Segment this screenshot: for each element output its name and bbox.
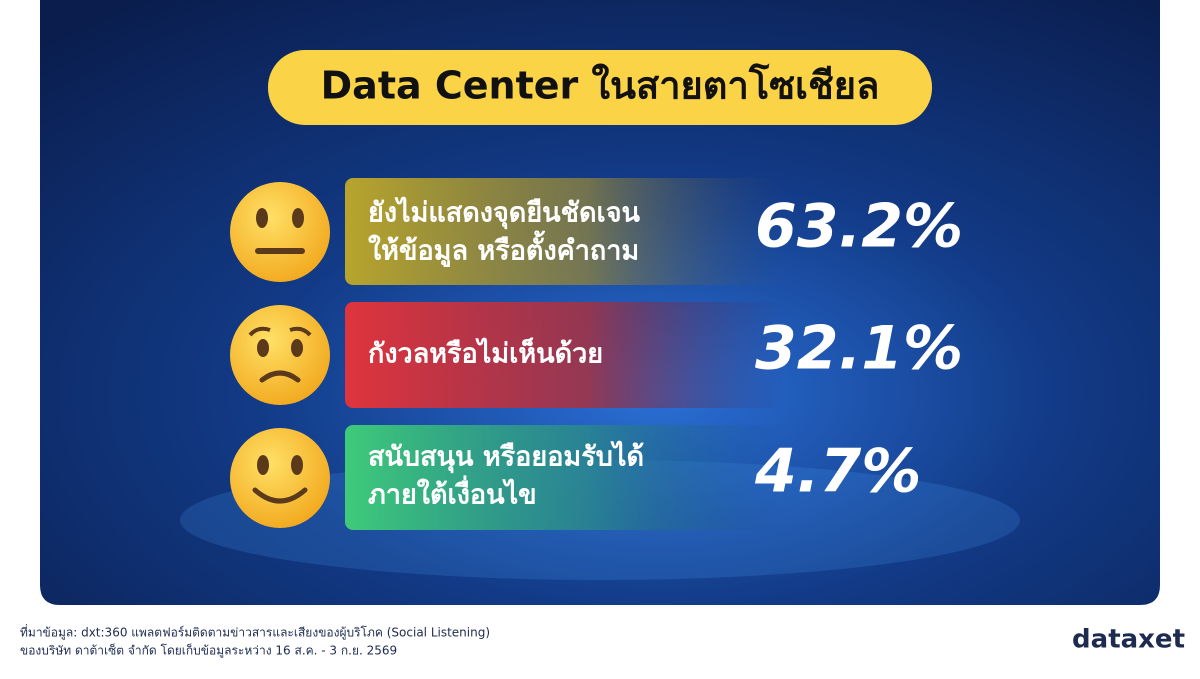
emoji-worried xyxy=(230,305,330,405)
logo: dataxet xyxy=(1072,625,1185,655)
emoji-neutral xyxy=(230,182,330,282)
item-value: 63.2% xyxy=(755,192,963,262)
item-bar xyxy=(345,302,785,408)
source-note: ที่มาข้อมูล: dxt:360 แพลตฟอร์มติดตามข่าว… xyxy=(20,624,490,641)
item-label: ภายใต้เงื่อนไข xyxy=(368,475,537,511)
item-label: สนับสนุน หรือยอมรับได้ xyxy=(368,441,644,474)
item-label: กังวลหรือไม่เห็นด้วย xyxy=(368,336,603,370)
emoji-smile xyxy=(230,428,330,528)
item-label: ยังไม่แสดงจุดยืนชัดเจน xyxy=(368,197,641,230)
item-label: ให้ข้อมูล หรือตั้งคำถาม xyxy=(368,230,639,268)
source-note: ของบริษัท ดาต้าเซ็ต จำกัด โดยเก็บข้อมูลร… xyxy=(20,643,397,659)
item-bar xyxy=(345,178,785,285)
title: Data Center ในสายตาโซเชียล xyxy=(321,63,880,108)
item-value: 32.1% xyxy=(755,314,963,384)
item-bar xyxy=(345,425,785,530)
item-value: 4.7% xyxy=(754,437,921,507)
title-pill xyxy=(268,50,932,125)
